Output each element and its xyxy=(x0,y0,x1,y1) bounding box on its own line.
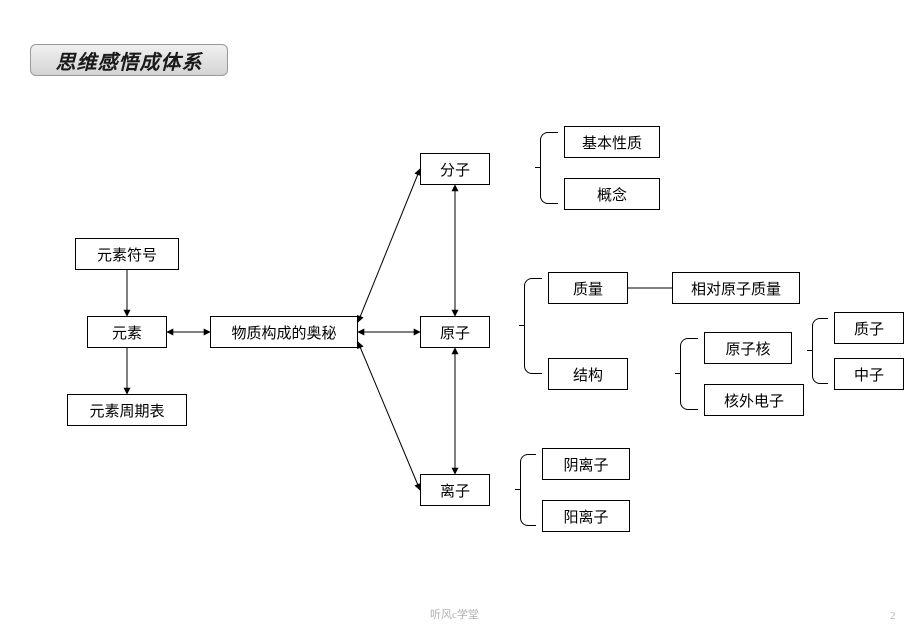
node-label: 离子 xyxy=(440,480,470,501)
node-element: 元素 xyxy=(87,316,167,348)
node-label: 元素周期表 xyxy=(89,400,164,421)
node-basic-properties: 基本性质 xyxy=(564,126,660,158)
footer-text: 听风c学堂 xyxy=(430,606,479,622)
page-root: 思维感悟成体系 元素符号 元素 元素周期表 物质构成的奥秘 分子 原子 离子 基… xyxy=(0,0,920,626)
node-element-symbol: 元素符号 xyxy=(75,238,179,270)
node-concept: 概念 xyxy=(564,178,660,210)
node-label: 相对原子质量 xyxy=(691,278,781,299)
node-label: 元素 xyxy=(112,322,142,343)
node-label: 中子 xyxy=(854,364,884,385)
brace-ion xyxy=(520,454,536,526)
edge-e_center_fenzi xyxy=(358,169,420,322)
node-periodic-table: 元素周期表 xyxy=(67,394,187,426)
node-label: 原子核 xyxy=(725,338,770,359)
node-center-mystery: 物质构成的奥秘 xyxy=(210,316,358,348)
node-label: 分子 xyxy=(440,159,470,180)
node-relative-atomic-mass: 相对原子质量 xyxy=(672,272,800,304)
edge-e_center_lizi xyxy=(358,342,420,490)
connectors xyxy=(0,0,920,626)
node-label: 阳离子 xyxy=(563,506,608,527)
node-molecule: 分子 xyxy=(420,153,490,185)
brace-structure xyxy=(680,338,698,410)
node-cation: 阳离子 xyxy=(542,500,630,532)
title-badge: 思维感悟成体系 xyxy=(30,44,228,76)
node-ion: 离子 xyxy=(420,474,490,506)
node-proton: 质子 xyxy=(834,312,904,344)
node-structure: 结构 xyxy=(548,358,628,390)
node-nucleus: 原子核 xyxy=(704,332,792,364)
node-label: 阴离子 xyxy=(563,454,608,475)
brace-molecule xyxy=(540,132,558,204)
node-anion: 阴离子 xyxy=(542,448,630,480)
node-label: 结构 xyxy=(573,364,603,385)
node-label: 核外电子 xyxy=(724,390,784,411)
node-label: 原子 xyxy=(440,322,470,343)
node-label: 质子 xyxy=(854,318,884,339)
node-label: 质量 xyxy=(573,278,603,299)
node-mass: 质量 xyxy=(548,272,628,304)
footer-page-number: 2 xyxy=(890,610,896,622)
node-label: 物质构成的奥秘 xyxy=(231,322,336,343)
node-neutron: 中子 xyxy=(834,358,904,390)
node-label: 基本性质 xyxy=(582,132,642,153)
node-extranuclear-electron: 核外电子 xyxy=(704,384,804,416)
brace-nucleus xyxy=(812,318,828,384)
node-atom: 原子 xyxy=(420,316,490,348)
node-label: 元素符号 xyxy=(97,244,157,265)
node-label: 概念 xyxy=(597,184,627,205)
brace-atom xyxy=(524,278,542,374)
